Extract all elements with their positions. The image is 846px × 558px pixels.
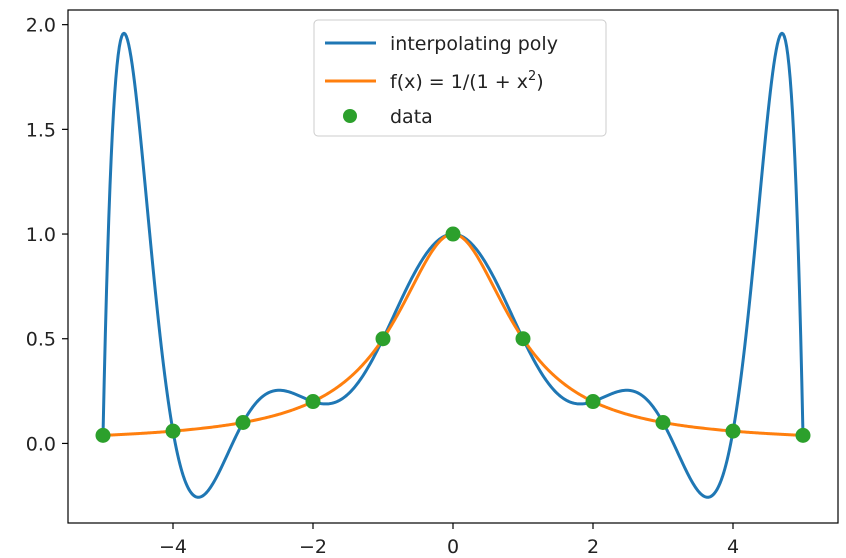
- legend-label-f-x: f(x) = 1/(1 + x2): [390, 69, 544, 93]
- data-point: [445, 226, 461, 242]
- legend-label-data: data: [390, 106, 433, 128]
- legend-swatch-data: [343, 109, 357, 123]
- legend-box: [313, 19, 607, 137]
- y-tick-label: 1.0: [26, 224, 56, 246]
- x-tick-label: −2: [299, 536, 327, 558]
- x-tick-label: 2: [587, 536, 599, 558]
- data-point: [655, 414, 671, 430]
- x-tick-label: 0: [447, 536, 459, 558]
- data-point: [305, 394, 321, 410]
- y-tick-label: 0.0: [26, 433, 56, 455]
- data-point: [165, 423, 181, 439]
- x-tick-label: −4: [159, 536, 187, 558]
- y-tick-label: 1.5: [26, 119, 56, 141]
- y-axis: 0.0 0.5 1.0 1.5 2.0: [26, 15, 68, 455]
- data-point: [375, 331, 391, 347]
- y-tick-label: 0.5: [26, 329, 56, 351]
- x-axis: −4 −2 0 2 4: [159, 523, 739, 558]
- x-tick-label: 4: [727, 536, 739, 558]
- legend: interpolating poly f(x) = 1/(1 + x2) dat…: [313, 19, 607, 137]
- data-point: [95, 427, 111, 443]
- data-point: [515, 331, 531, 347]
- data-point: [725, 423, 741, 439]
- y-tick-label: 2.0: [26, 15, 56, 37]
- data-points-layer: [95, 226, 811, 443]
- data-point: [235, 414, 251, 430]
- legend-label-interpolating-poly: interpolating poly: [390, 33, 558, 55]
- data-point: [585, 394, 601, 410]
- data-point: [795, 427, 811, 443]
